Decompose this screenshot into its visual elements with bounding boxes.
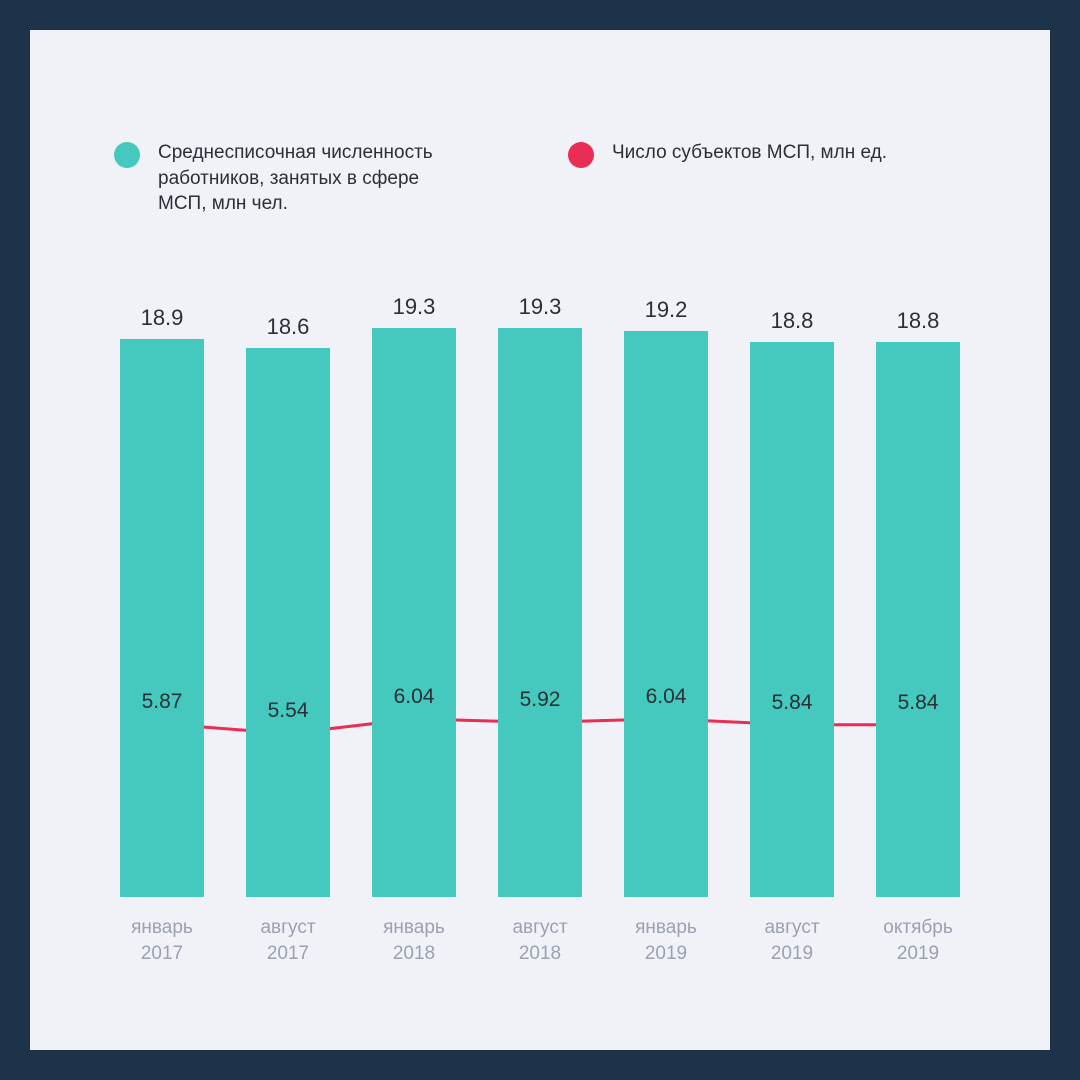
legend-text-2: Число субъектов МСП, млн ед. [612,140,887,166]
line-value-label: 6.04 [394,685,435,709]
line-value-label: 5.92 [520,688,561,712]
line-value-label: 5.87 [142,690,183,714]
line-value-label: 5.54 [268,699,309,723]
x-axis-label: январь2018 [344,915,484,966]
plot-area: 18.9январь201718.6август201719.3январь20… [100,307,980,897]
bar [624,331,708,897]
legend-item-2: Число субъектов МСП, млн ед. [568,140,887,217]
x-axis-label: август2017 [218,915,358,966]
legend-dot-1 [114,142,140,168]
x-axis-label: август2019 [722,915,862,966]
line-value-label: 5.84 [898,691,939,715]
legend-text-1: Среднесписочная численность работников, … [158,140,468,217]
bar [750,342,834,897]
x-axis-label: август2018 [470,915,610,966]
bar-value-label: 18.6 [228,314,348,340]
outer-frame: Среднесписочная численность работников, … [0,0,1080,1080]
bar-value-label: 19.3 [354,294,474,320]
bar [246,348,330,897]
legend: Среднесписочная численность работников, … [100,140,980,217]
bar-value-label: 19.2 [606,297,726,323]
chart-area: 18.9январь201718.6август201719.3январь20… [100,267,980,990]
bar-value-label: 18.8 [858,308,978,334]
bar [876,342,960,897]
chart-panel: Среднесписочная численность работников, … [30,30,1050,1050]
bar-value-label: 18.9 [102,305,222,331]
line-value-label: 6.04 [646,685,687,709]
x-axis-label: октябрь2019 [848,915,988,966]
line-value-label: 5.84 [772,691,813,715]
bar-value-label: 19.3 [480,294,600,320]
bar [498,328,582,897]
chart: 18.9январь201718.6август201719.3январь20… [100,267,980,977]
legend-item-1: Среднесписочная численность работников, … [114,140,468,217]
x-axis-label: январь2017 [92,915,232,966]
bar [120,339,204,897]
bar [372,328,456,897]
x-axis-label: январь2019 [596,915,736,966]
bar-value-label: 18.8 [732,308,852,334]
legend-dot-2 [568,142,594,168]
